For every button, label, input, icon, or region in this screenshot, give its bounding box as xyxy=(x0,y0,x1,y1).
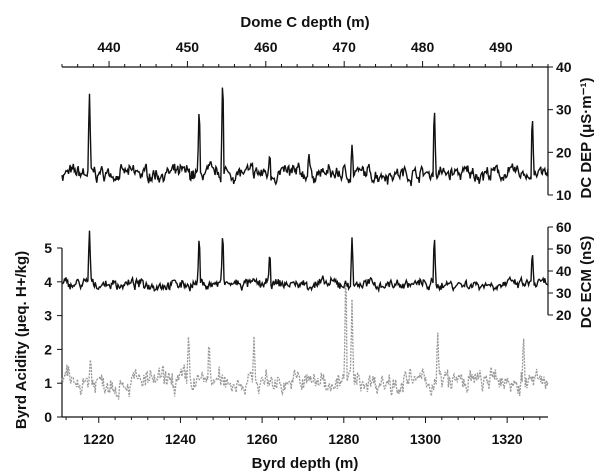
bottom-axis-title: Byrd depth (m) xyxy=(252,455,359,472)
right-axis-tick-label: 40 xyxy=(556,59,572,75)
plot-frame xyxy=(61,66,549,418)
bottom-axis-tick-label: 1280 xyxy=(328,431,359,447)
top-axis-tick-label: 490 xyxy=(489,39,513,55)
left-axis-title: Byrd Acidity (μeq. H+/kg) xyxy=(13,251,30,429)
right-axis-title-dep: DC DEP (μS·m⁻¹) xyxy=(578,78,595,199)
left-axis-tick-label: 5 xyxy=(44,240,52,256)
series-layer xyxy=(61,87,549,400)
top-axis-title: Dome C depth (m) xyxy=(240,14,369,31)
bottom-axis-tick-label: 1220 xyxy=(83,431,114,447)
left-axis-tick-label: 0 xyxy=(44,409,52,425)
right-axis-tick-label: 60 xyxy=(556,219,572,235)
bottom-axis-tick-label: 1300 xyxy=(410,431,441,447)
series-line-2 xyxy=(61,284,549,400)
series-line-1 xyxy=(61,230,549,294)
top-axis-tick-label: 470 xyxy=(333,39,357,55)
right-axis-tick-label: 20 xyxy=(556,307,572,323)
right-axis-title-ecm: DC ECM (nS) xyxy=(578,236,595,329)
right-axis-tick-label: 30 xyxy=(556,102,572,118)
top-axis-tick-label: 440 xyxy=(97,39,121,55)
right-axis-tick-label: 50 xyxy=(556,241,572,257)
left-axis-tick-label: 3 xyxy=(44,308,52,324)
right-axis-tick-label: 40 xyxy=(556,263,572,279)
left-axis-tick-label: 1 xyxy=(44,375,52,391)
bottom-axis-tick-label: 1260 xyxy=(247,431,278,447)
series-line-0 xyxy=(61,87,549,187)
top-axis-tick-label: 460 xyxy=(254,39,278,55)
left-axis-tick-label: 4 xyxy=(44,274,52,290)
bottom-axis-tick-label: 1320 xyxy=(492,431,523,447)
right-axis-tick-label: 20 xyxy=(556,144,572,160)
top-axis-tick-label: 480 xyxy=(411,39,435,55)
top-axis-tick-label: 450 xyxy=(176,39,200,55)
right-axis-tick-label: 10 xyxy=(556,187,572,203)
right-axis-tick-label: 30 xyxy=(556,285,572,301)
bottom-axis-tick-label: 1240 xyxy=(165,431,196,447)
left-axis-tick-label: 2 xyxy=(44,341,52,357)
